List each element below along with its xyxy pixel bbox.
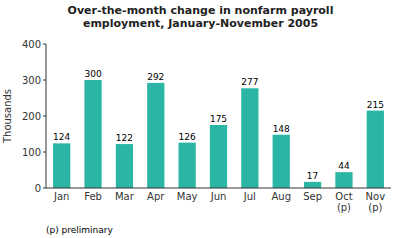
y-axis-label: Thousands [2,89,13,144]
data-label: 126 [179,132,196,142]
text-line: (p) [337,202,351,213]
text-line: Jul [243,191,256,202]
x-tick-label: Jan [53,191,69,202]
bar [210,125,227,188]
bar [241,88,258,188]
text-line: Nov [366,191,386,202]
x-tick-label: Feb [84,191,102,202]
bar [116,144,133,188]
x-tick-label: Jul [243,191,256,202]
data-label: 44 [338,161,350,171]
bar [335,172,352,188]
chart-container: Over-the-month change in nonfarm payroll… [0,0,401,238]
x-tick-label: Jun [210,191,227,202]
y-tick-label: 400 [22,39,41,50]
bar [53,143,70,188]
data-label: 277 [241,77,258,87]
bar [367,111,384,188]
text-line: employment, January-November 2005 [83,17,318,30]
y-tick-label: 300 [22,75,41,86]
data-label: 175 [210,114,227,124]
footnote: (p) preliminary [46,225,114,235]
x-tick-label: Oct(p) [335,191,352,213]
y-tick-label: 100 [22,147,41,158]
bar [273,135,290,188]
text-line: Jan [53,191,69,202]
text-line: Oct [335,191,352,202]
bars [53,80,384,188]
y-tick-label: 200 [22,111,41,122]
bar [84,80,101,188]
text-line: May [177,191,198,202]
text-line: Aug [271,191,291,202]
data-label: 17 [307,171,318,181]
title: Over-the-month change in nonfarm payroll… [68,4,334,30]
data-label: 215 [367,100,384,110]
chart-svg: Over-the-month change in nonfarm payroll… [0,0,401,238]
data-label: 292 [147,72,164,82]
y-axis-line [46,44,47,188]
x-tick-label: May [177,191,198,202]
bar [304,182,321,188]
text-line: Sep [303,191,322,202]
x-tick-label: Mar [115,191,135,202]
data-label: 148 [273,124,290,134]
x-tick-label: Sep [303,191,322,202]
bar [147,83,164,188]
data-label: 122 [116,133,133,143]
text-line: Apr [147,191,165,202]
text-line: Over-the-month change in nonfarm payroll [68,4,334,17]
text-line: Jun [210,191,227,202]
text-line: Mar [115,191,135,202]
x-tick-label: Nov(p) [366,191,386,213]
bar [179,143,196,188]
x-tick-label: Apr [147,191,165,202]
data-label: 124 [53,132,70,142]
x-tick-label: Aug [271,191,291,202]
text-line: (p) [368,202,382,213]
x-axis-line [46,188,391,189]
y-tick-label: 0 [35,183,41,194]
data-label: 300 [84,69,101,79]
text-line: Feb [84,191,102,202]
